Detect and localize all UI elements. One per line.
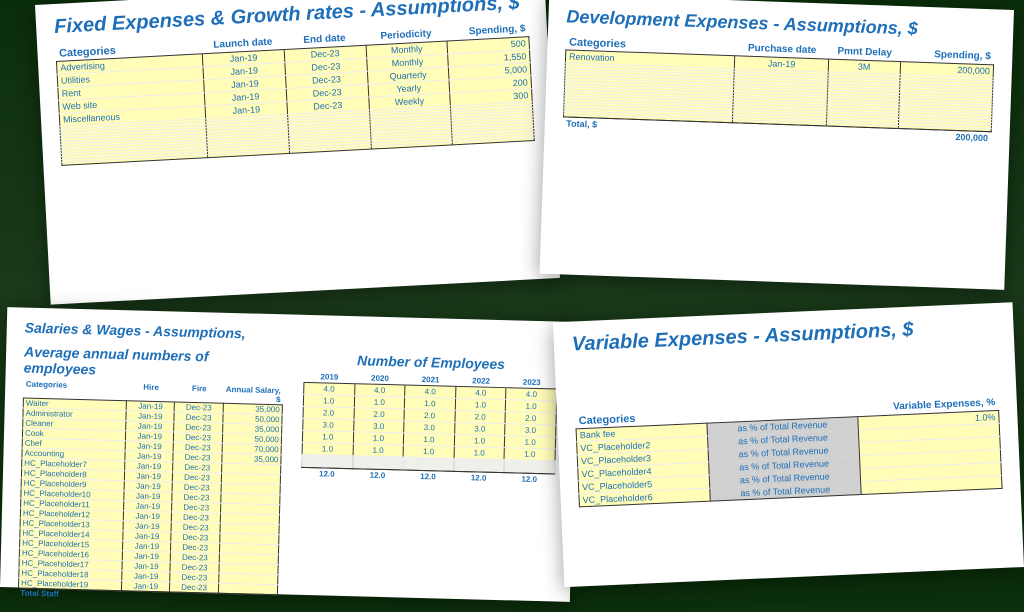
variable-table: Categories Variable Expenses, % Bank fee… [575,396,1003,507]
development-table: Categories Purchase date Pmnt Delay Spen… [563,35,995,144]
salaries-card: Salaries & Wages - Assumptions, Average … [0,307,577,602]
fixed-expenses-card: Fixed Expenses & Growth rates - Assumpti… [35,0,560,305]
variable-expenses-card: Variable Expenses - Assumptions, $ Categ… [553,302,1024,587]
development-expenses-card: Development Expenses - Assumptions, $ Ca… [540,0,1014,290]
staff-table: Categories Hire Fire Annual Salary, $ Wa… [18,380,284,605]
employees-table: 20192020202120222023 4.04.04.04.04.01.01… [301,371,558,486]
fixed-expenses-table: Categories Launch date End date Periodic… [55,22,535,166]
